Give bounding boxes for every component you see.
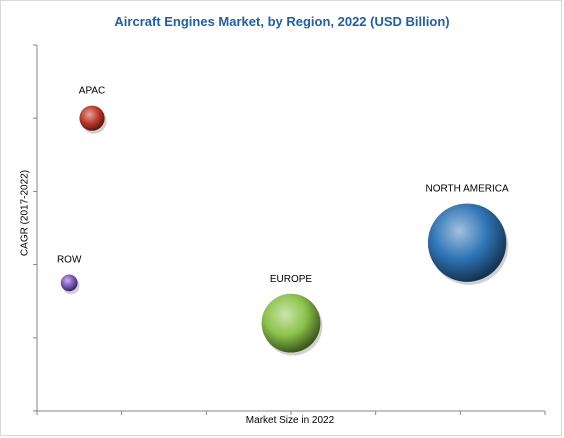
bubble-label: EUROPE — [270, 274, 313, 285]
bubble-apac — [79, 105, 105, 131]
chart-title: Aircraft Engines Market, by Region, 2022… — [114, 14, 450, 29]
y-axis-label: CAGR (2017-2022) — [19, 169, 31, 257]
bubble-row — [60, 274, 78, 292]
bubble-europe — [261, 293, 321, 353]
bubble-north-america — [427, 203, 507, 282]
bubble-label: NORTH AMERICA — [426, 183, 509, 194]
bubble-label: ROW — [57, 255, 82, 266]
bubble-label: APAC — [79, 86, 106, 97]
x-axis-label: Market Size in 2022 — [245, 415, 335, 426]
